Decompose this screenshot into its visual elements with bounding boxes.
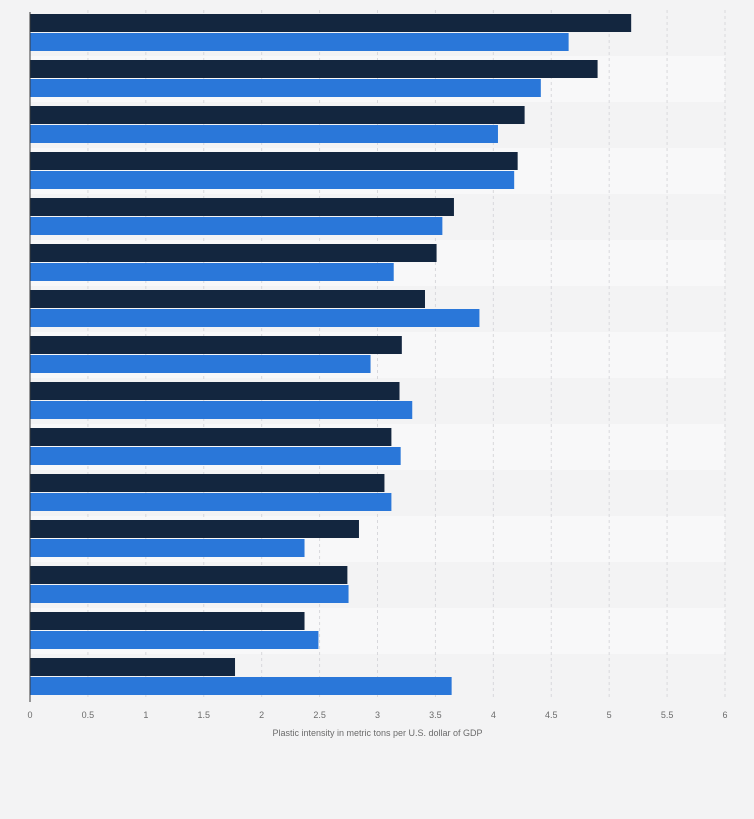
x-tick-label: 3.5 xyxy=(429,710,442,720)
bar-series-1[interactable] xyxy=(30,152,518,170)
bar-series-1[interactable] xyxy=(30,474,385,492)
bar-series-2[interactable] xyxy=(30,585,349,603)
bar-series-1[interactable] xyxy=(30,60,598,78)
x-tick-label: 1.5 xyxy=(197,710,210,720)
bar-series-2[interactable] xyxy=(30,401,413,419)
bar-series-1[interactable] xyxy=(30,520,359,538)
bar-series-1[interactable] xyxy=(30,14,632,32)
bar-series-2[interactable] xyxy=(30,631,319,649)
x-tick-label: 2.5 xyxy=(313,710,326,720)
bar-series-2[interactable] xyxy=(30,447,401,465)
bar-series-1[interactable] xyxy=(30,336,402,354)
bar-series-2[interactable] xyxy=(30,171,515,189)
bar-series-2[interactable] xyxy=(30,263,394,281)
x-tick-label: 2 xyxy=(259,710,264,720)
bar-series-1[interactable] xyxy=(30,290,425,308)
bar-series-1[interactable] xyxy=(30,244,437,262)
bar-series-1[interactable] xyxy=(30,428,392,446)
bar-series-1[interactable] xyxy=(30,198,454,216)
bar-series-2[interactable] xyxy=(30,309,480,327)
bar-series-1[interactable] xyxy=(30,658,236,676)
x-tick-label: 0.5 xyxy=(82,710,95,720)
x-axis-ticks: 0 0.5 1 1.5 2 2.5 3 3.5 4 4.5 5 5.5 6 xyxy=(27,710,727,720)
x-tick-label: 1 xyxy=(143,710,148,720)
x-tick-label: 5 xyxy=(607,710,612,720)
x-tick-label: 3 xyxy=(375,710,380,720)
bar-series-2[interactable] xyxy=(30,33,569,51)
x-axis-title: Plastic intensity in metric tons per U.S… xyxy=(272,728,483,738)
bar-series-2[interactable] xyxy=(30,493,392,511)
x-tick-label: 4 xyxy=(491,710,496,720)
bar-series-1[interactable] xyxy=(30,566,348,584)
x-tick-label: 6 xyxy=(722,710,727,720)
x-tick-label: 4.5 xyxy=(545,710,558,720)
x-tick-label: 5.5 xyxy=(661,710,674,720)
bar-series-2[interactable] xyxy=(30,677,452,695)
x-tick-label: 0 xyxy=(27,710,32,720)
bar-series-2[interactable] xyxy=(30,125,498,143)
bar-series-2[interactable] xyxy=(30,217,443,235)
bar-series-2[interactable] xyxy=(30,79,541,97)
bar-series-2[interactable] xyxy=(30,355,371,373)
bar-series-1[interactable] xyxy=(30,612,305,630)
bars xyxy=(30,14,632,695)
bar-series-1[interactable] xyxy=(30,382,400,400)
bar-series-1[interactable] xyxy=(30,106,525,124)
bar-series-2[interactable] xyxy=(30,539,305,557)
